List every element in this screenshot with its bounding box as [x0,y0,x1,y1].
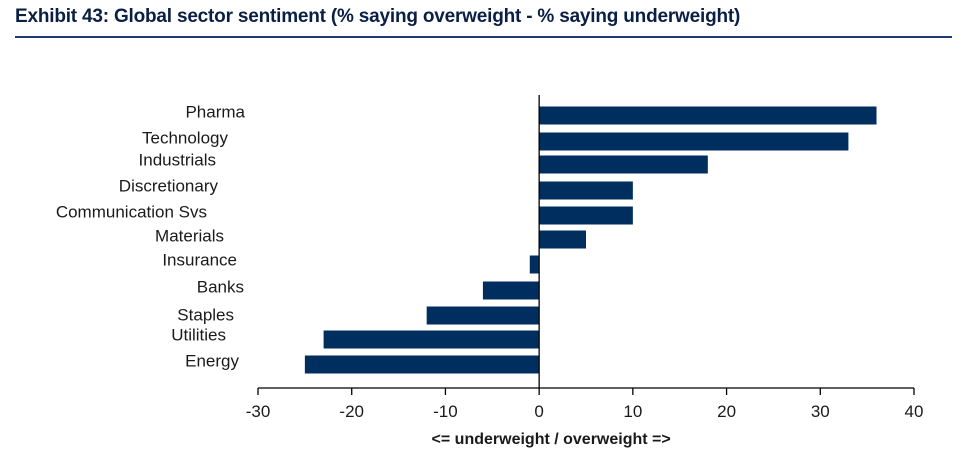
category-label-staples: Staples [177,306,234,325]
bar-discretionary [539,181,633,200]
category-label-materials: Materials [155,227,224,246]
bar-industrials [539,155,708,174]
category-label-insurance: Insurance [162,251,237,270]
bar-communication-svs [539,206,633,225]
category-label-industrials: Industrials [139,151,216,170]
bar-utilities [323,330,540,349]
bar-pharma [539,106,877,125]
x-tick-label: 0 [534,402,543,421]
bars-group [304,106,877,374]
x-axis-ticks: -30 -20 -10 0 10 20 30 40 [246,388,924,421]
x-tick-label: 20 [717,402,736,421]
category-label-technology: Technology [142,129,229,148]
chart-title: Exhibit 43: Global sector sentiment (% s… [15,6,741,27]
category-label-pharma: Pharma [185,103,245,122]
bar-energy [304,355,540,374]
category-labels: Pharma Technology Industrials Discretionary… [56,103,246,371]
x-tick-label: -30 [246,402,271,421]
bar-banks [482,281,540,300]
title-divider [15,36,952,38]
category-label-communication-svs: Communication Svs [56,203,207,222]
bar-staples [426,306,540,325]
x-axis-title: <= underweight / overweight => [432,431,671,448]
category-label-utilities: Utilities [171,326,226,345]
x-tick-label: 30 [811,402,830,421]
bar-technology [539,132,849,151]
bar-materials [539,230,586,249]
category-label-discretionary: Discretionary [119,177,219,196]
x-tick-label: 10 [623,402,642,421]
x-tick-label: -20 [339,402,364,421]
category-label-energy: Energy [185,352,239,371]
x-tick-label: -10 [433,402,458,421]
category-label-banks: Banks [197,278,244,297]
x-tick-label: 40 [905,402,924,421]
bar-insurance [529,255,540,274]
